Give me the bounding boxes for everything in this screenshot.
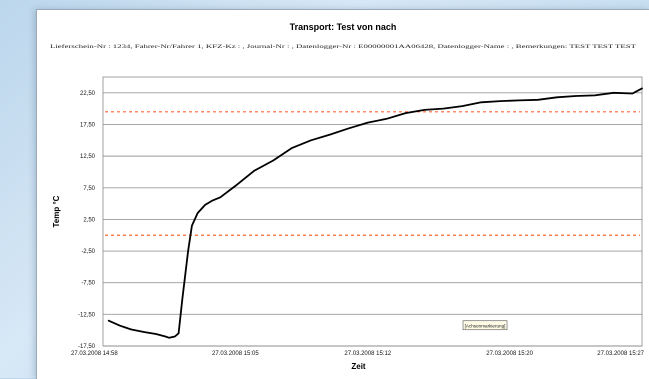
annotation-label: [Achsenmarkierung] xyxy=(465,324,506,329)
y-tick-labels: -17,50 -12,50 -7,50 -2,50 2,50 7,50 12,50 17,50… xyxy=(78,91,96,350)
temperature-series-line xyxy=(107,87,643,339)
series-layer xyxy=(107,87,643,339)
annotation: [Achsenmarkierung] xyxy=(462,320,508,331)
y-tick-label: 2,50 xyxy=(83,217,95,223)
y-tick-label: 12,50 xyxy=(80,154,96,160)
y-tick-label: 22,50 xyxy=(80,91,96,97)
grid-lines xyxy=(103,92,642,347)
limit-lines xyxy=(105,111,640,236)
x-tick-label: 27.03.2008 15:20 xyxy=(486,351,533,357)
annotation-box xyxy=(462,320,508,331)
chart-panel: Transport: Test von nach Lieferschein-Nr… xyxy=(36,9,649,379)
x-axis-label: Zeit xyxy=(351,362,366,371)
y-tick-label: -12,50 xyxy=(78,312,96,318)
plot-area-frame xyxy=(102,76,643,347)
y-tick-label: 7,50 xyxy=(83,186,95,192)
x-tick-label: 27.03.2008 14:58 xyxy=(71,351,118,357)
y-tick-label: -7,50 xyxy=(81,281,95,287)
y-tick-label: -17,50 xyxy=(78,344,96,350)
y-tick-label: 17,50 xyxy=(80,122,96,128)
x-tick-labels: 27.03.2008 14:58 27.03.2008 15:05 27.03.20… xyxy=(71,351,645,357)
chart-title: Transport: Test von nach xyxy=(290,22,397,32)
temperature-chart: Transport: Test von nach Lieferschein-Nr… xyxy=(50,22,645,371)
y-tick-label: -2,50 xyxy=(81,249,95,255)
y-axis-label: Temp °C xyxy=(52,195,61,227)
x-tick-label: 27.03.2008 15:27 xyxy=(597,351,644,357)
x-tick-label: 27.03.2008 15:12 xyxy=(344,351,391,357)
chart-subtitle: Lieferschein-Nr : 1234, Fahrer-Nr/Fahrer… xyxy=(50,43,637,50)
x-tick-label: 27.03.2008 15:05 xyxy=(212,351,259,357)
